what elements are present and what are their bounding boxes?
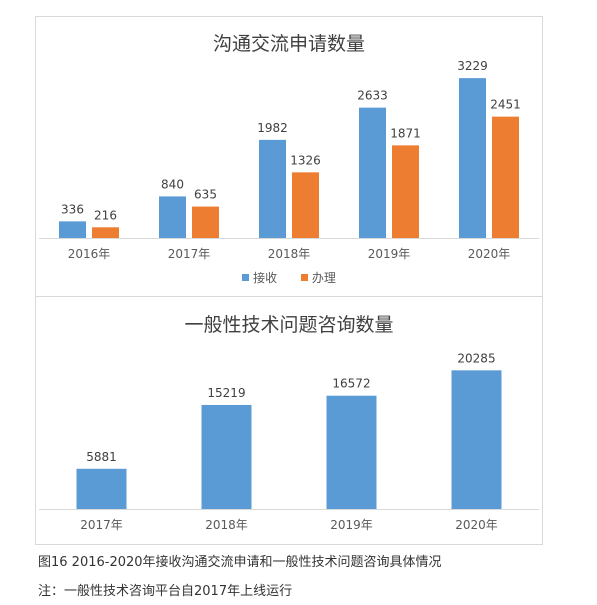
bar-2019年 xyxy=(326,395,377,509)
x-tick-label: 2016年 xyxy=(68,247,111,261)
bar-2020年 xyxy=(451,370,502,509)
legend-label: 办理 xyxy=(311,271,336,285)
data-label: 16572 xyxy=(332,377,370,391)
data-label: 3229 xyxy=(457,59,488,73)
chart-plot-area: 336 216 2016年 840 635 2017年 1982 1326 2018年 2633 1… xyxy=(39,59,539,261)
figure-note: 注：一般性技术咨询平台自2017年上线运行 xyxy=(38,584,293,599)
legend-label: 接收 xyxy=(253,271,278,285)
chart-title: 一般性技术问题咨询数量 xyxy=(184,314,394,336)
bar-series1-2020年 xyxy=(492,116,519,238)
x-tick-label: 2017年 xyxy=(168,247,211,261)
bar-series1-2018年 xyxy=(292,172,319,238)
data-label: 2633 xyxy=(357,89,388,103)
bar-2018年 xyxy=(201,404,252,509)
bar-series0-2020年 xyxy=(459,78,486,238)
data-label: 2451 xyxy=(490,98,521,112)
bar-series1-2019年 xyxy=(392,145,419,238)
legend-item-received: 接收 xyxy=(242,269,277,286)
data-label: 336 xyxy=(61,202,84,216)
chart-communication-requests: 沟通交流申请数量 336 216 2016年 840 635 2017年 1982 1326 2… xyxy=(35,16,543,297)
chart-plot-area: 5881 2017年 15219 2018年 16572 2019年 20285 2020年 xyxy=(39,351,539,532)
chart-title: 沟通交流申请数量 xyxy=(212,33,365,55)
legend-swatch-handled xyxy=(300,274,308,281)
bar-series1-2016年 xyxy=(92,227,119,238)
x-tick-label: 2017年 xyxy=(80,518,123,532)
data-label: 1982 xyxy=(257,121,288,135)
bar-series0-2018年 xyxy=(259,139,286,238)
data-label: 1871 xyxy=(390,126,421,140)
x-tick-label: 2019年 xyxy=(368,247,411,261)
x-tick-label: 2019年 xyxy=(330,518,373,532)
bar-series1-2017年 xyxy=(192,206,219,238)
data-label: 15219 xyxy=(207,386,245,400)
bar-series0-2019年 xyxy=(359,107,386,239)
x-tick-label: 2020年 xyxy=(468,247,511,261)
data-label: 840 xyxy=(161,177,184,191)
bar-series0-2017年 xyxy=(159,196,186,238)
data-label: 1326 xyxy=(290,153,321,167)
data-label: 5881 xyxy=(86,450,117,464)
bar-series0-2016年 xyxy=(59,221,86,238)
figure-caption: 图16 2016-2020年接收沟通交流申请和一般性技术问题咨询具体情况 xyxy=(38,555,442,570)
data-label: 635 xyxy=(194,188,217,202)
bar-2017年 xyxy=(76,468,127,509)
chart-legend: 接收 办理 xyxy=(36,269,542,286)
data-label: 216 xyxy=(94,208,117,222)
x-tick-label: 2018年 xyxy=(205,518,248,532)
x-tick-label: 2018年 xyxy=(268,247,311,261)
chart-technical-inquiries: 一般性技术问题咨询数量 5881 2017年 15219 2018年 16572 2019… xyxy=(35,296,543,545)
data-label: 20285 xyxy=(457,351,495,365)
legend-swatch-received xyxy=(242,274,250,281)
legend-item-handled: 办理 xyxy=(300,269,336,286)
x-tick-label: 2020年 xyxy=(455,518,498,532)
